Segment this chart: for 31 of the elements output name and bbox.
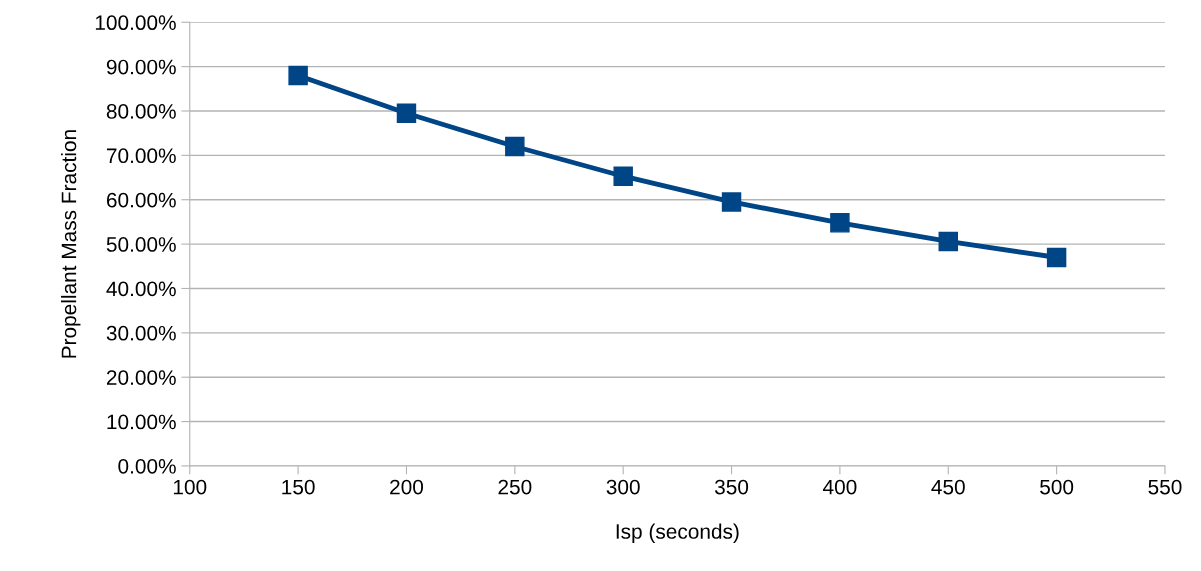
point [396,103,417,123]
y-tick-label: 10.00% [107,414,176,430]
point [830,213,850,233]
point [288,65,308,86]
y-tick-label: 40.00% [106,281,176,297]
y-tick-label: 50.00% [106,237,176,252]
point [721,192,742,212]
y-tick-label: 30.00% [106,325,176,341]
x-tick-label: 100 [173,479,207,495]
point [505,136,525,157]
y-tick-label: 0.00% [118,458,176,474]
y-tick-label: 100.00% [95,15,176,31]
y-tick-label: 70.00% [106,148,176,164]
x-tick-label: 150 [282,479,315,495]
point [938,231,958,252]
x-axis-title: Isp (seconds) [616,523,739,543]
y-tick-label: 80.00% [106,104,176,119]
x-tick-label: 250 [498,479,532,495]
y-axis-title: Propellant Mass Fraction [61,130,81,358]
x-tick-label: 550 [1148,479,1182,495]
x-tick-label: 350 [714,479,749,495]
point [1046,247,1067,268]
x-tick-label: 400 [823,479,857,495]
x-tick-label: 450 [931,479,965,495]
x-tick-label: 300 [606,479,640,495]
y-tick-label: 60.00% [106,192,176,208]
x-tick-label: 200 [390,479,424,495]
y-tick-label: 90.00% [106,59,176,75]
point [613,166,633,186]
y-tick-label: 20.00% [106,370,176,385]
x-tick-label: 500 [1040,479,1074,495]
